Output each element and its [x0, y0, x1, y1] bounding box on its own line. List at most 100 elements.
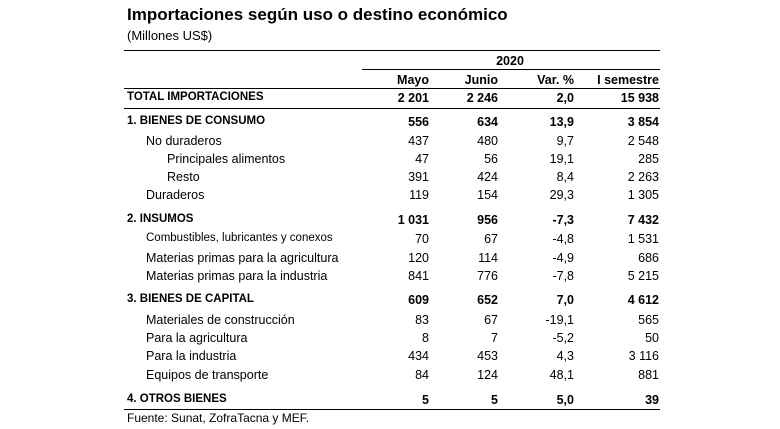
row-label: No duraderos — [146, 134, 222, 148]
year-underline — [362, 69, 660, 70]
cell-semestre: 5 215 — [627, 269, 659, 283]
cell-junio: 424 — [477, 170, 498, 184]
cell-mayo: 1 031 — [397, 213, 429, 227]
cell-junio: 114 — [478, 251, 498, 265]
cell-var: 2,0 — [556, 91, 574, 105]
cell-semestre: 565 — [638, 313, 659, 327]
table-row: Equipos de transporte 84 124 48,1 881 — [0, 368, 780, 386]
cell-semestre: 39 — [645, 393, 659, 407]
cell-var: -19,1 — [545, 313, 575, 327]
row-label: 3. BIENES DE CAPITAL — [127, 293, 254, 305]
cell-var: 4,3 — [556, 349, 574, 363]
cell-mayo: 2 201 — [397, 91, 429, 105]
cell-mayo: 84 — [415, 368, 429, 382]
cell-var: -7,3 — [552, 213, 574, 227]
cell-mayo: 83 — [415, 313, 429, 327]
cell-semestre: 4 612 — [627, 293, 659, 307]
cell-mayo: 841 — [408, 269, 429, 283]
total-rule — [124, 108, 660, 109]
table-row: Para la agricultura 8 7 -5,2 50 — [0, 331, 780, 349]
cell-var: -4,8 — [552, 232, 574, 246]
cell-junio: 652 — [477, 293, 498, 307]
cell-mayo: 391 — [408, 170, 429, 184]
table-row: Materiales de construcción 83 67 -19,1 5… — [0, 313, 780, 331]
table-row: Para la industria 434 453 4,3 3 116 — [0, 349, 780, 367]
cell-mayo: 5 — [422, 393, 429, 407]
cell-semestre: 1 305 — [627, 188, 659, 202]
cell-semestre: 50 — [645, 331, 659, 345]
cell-junio: 956 — [477, 213, 498, 227]
cell-var: 8,4 — [556, 170, 574, 184]
cell-var: 13,9 — [549, 115, 574, 129]
cell-semestre: 881 — [638, 368, 659, 382]
table-row: Combustibles, lubricantes y conexos 70 6… — [0, 232, 780, 250]
top-rule — [124, 50, 660, 51]
cell-var: 7,0 — [556, 293, 574, 307]
cell-mayo: 70 — [415, 232, 429, 246]
cell-semestre: 15 938 — [620, 91, 659, 105]
row-label: Materiales de construcción — [146, 313, 295, 327]
cell-var: -4,9 — [552, 251, 574, 265]
cell-semestre: 686 — [638, 251, 659, 265]
cell-mayo: 47 — [415, 152, 429, 166]
cell-junio: 56 — [484, 152, 498, 166]
cell-semestre: 2 263 — [627, 170, 659, 184]
cell-semestre: 3 116 — [628, 349, 659, 363]
cell-junio: 67 — [484, 313, 498, 327]
cell-var: -7,8 — [552, 269, 574, 283]
bottom-rule — [124, 409, 660, 410]
cell-junio: 2 246 — [466, 91, 498, 105]
cell-mayo: 609 — [408, 293, 429, 307]
row-label: 2. INSUMOS — [127, 213, 194, 225]
col-header-var: Var. % — [537, 73, 574, 87]
table-row: Duraderos 119 154 29,3 1 305 — [0, 188, 780, 206]
table-subtitle: (Millones US$) — [127, 28, 213, 43]
row-label: 1. BIENES DE CONSUMO — [127, 115, 266, 127]
row-label: Materias primas para la agricultura — [146, 251, 339, 265]
table-row: 3. BIENES DE CAPITAL 609 652 7,0 4 612 — [0, 293, 780, 311]
cell-mayo: 437 — [408, 134, 429, 148]
table-title: Importaciones según uso o destino económ… — [127, 5, 508, 24]
col-header-mayo: Mayo — [397, 73, 429, 87]
cell-semestre: 7 432 — [627, 213, 659, 227]
table-row: 2. INSUMOS 1 031 956 -7,3 7 432 — [0, 213, 780, 231]
cell-var: 19,1 — [549, 152, 574, 166]
cell-junio: 634 — [477, 115, 498, 129]
row-label: Resto — [167, 170, 200, 184]
cell-semestre: 285 — [638, 152, 659, 166]
cell-junio: 7 — [491, 331, 498, 345]
cell-var: 5,0 — [556, 393, 574, 407]
cell-junio: 776 — [477, 269, 498, 283]
row-label: Para la industria — [146, 349, 237, 363]
cell-var: 29,3 — [549, 188, 574, 202]
row-label: Principales alimentos — [167, 152, 286, 166]
table-row-total: TOTAL IMPORTACIONES 2 201 2 246 2,0 15 9… — [0, 91, 780, 109]
cell-mayo: 8 — [422, 331, 429, 345]
cell-junio: 124 — [477, 368, 498, 382]
row-label: Para la agricultura — [146, 331, 248, 345]
table-row: No duraderos 437 480 9,7 2 548 — [0, 134, 780, 152]
row-label: Duraderos — [146, 188, 205, 202]
row-label: Equipos de transporte — [146, 368, 269, 382]
cell-var: 9,7 — [556, 134, 574, 148]
cell-semestre: 1 531 — [627, 232, 659, 246]
table-row: Principales alimentos 47 56 19,1 285 — [0, 152, 780, 170]
row-label: Materias primas para la industria — [146, 269, 328, 283]
col-header-semestre: I semestre — [597, 73, 659, 87]
table-row: 4. OTROS BIENES 5 5 5,0 39 — [0, 393, 780, 411]
table-row: Materias primas para la agricultura 120 … — [0, 251, 780, 269]
cell-mayo: 434 — [408, 349, 429, 363]
table-row: Resto 391 424 8,4 2 263 — [0, 170, 780, 188]
cell-var: 48,1 — [549, 368, 574, 382]
cell-var: -5,2 — [552, 331, 574, 345]
cell-mayo: 556 — [408, 115, 429, 129]
row-label: 4. OTROS BIENES — [127, 393, 227, 405]
header-rule — [124, 88, 660, 89]
cell-junio: 5 — [491, 393, 498, 407]
cell-semestre: 2 548 — [627, 134, 659, 148]
row-label: TOTAL IMPORTACIONES — [127, 91, 264, 103]
cell-junio: 480 — [477, 134, 498, 148]
source-footnote: Fuente: Sunat, ZofraTacna y MEF. — [127, 411, 310, 425]
year-header: 2020 — [496, 54, 524, 68]
cell-mayo: 119 — [409, 188, 429, 202]
